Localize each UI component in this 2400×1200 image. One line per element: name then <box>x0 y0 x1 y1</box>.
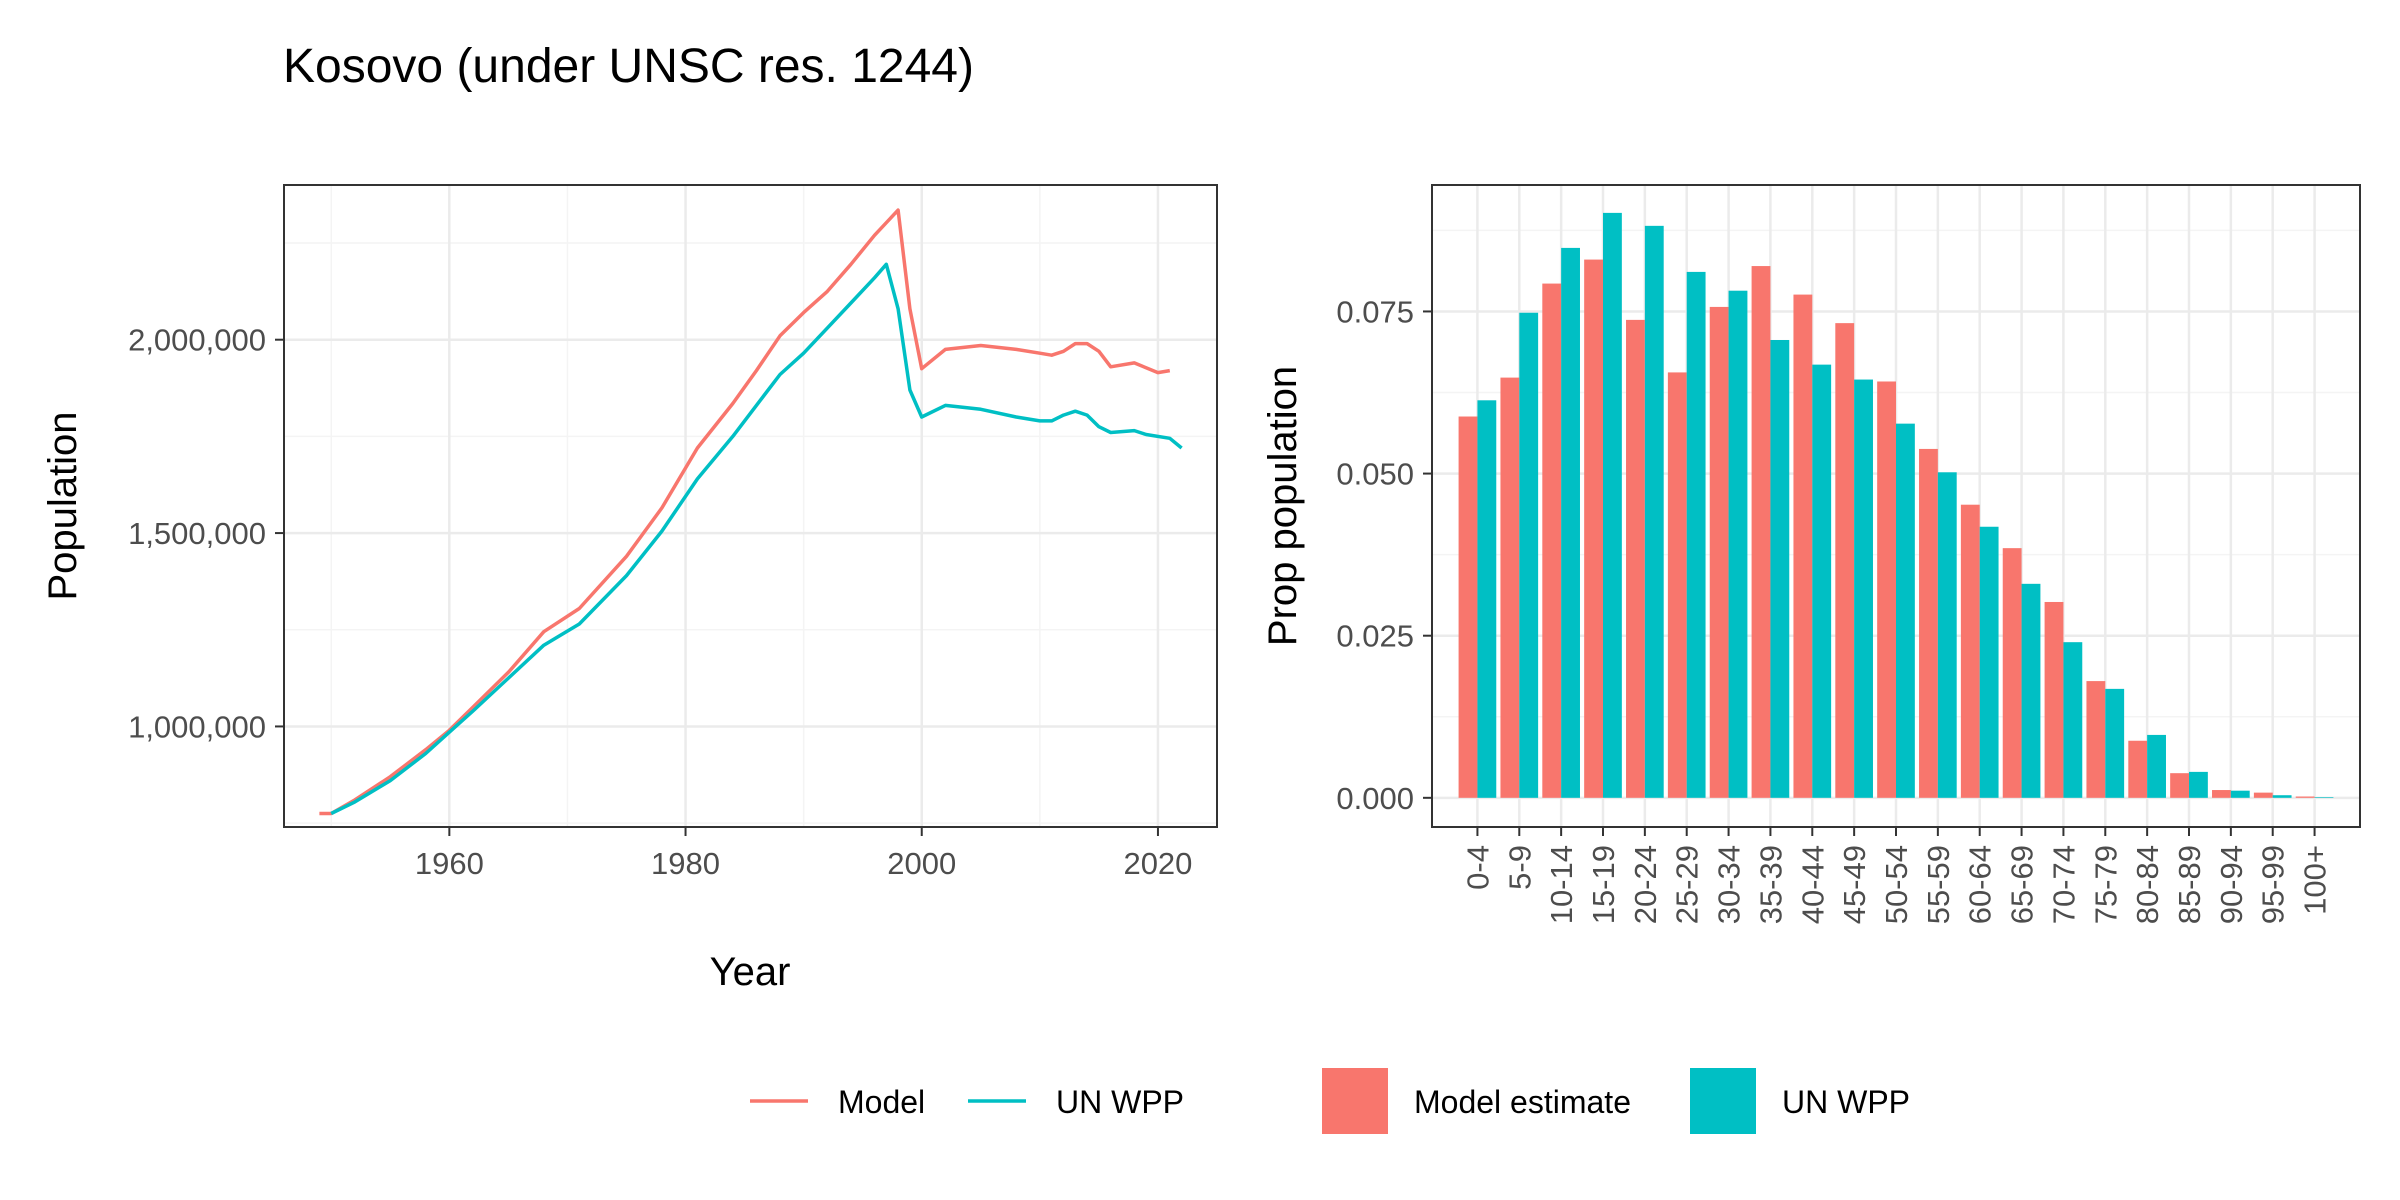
bar-unwpp <box>1603 212 1622 798</box>
bar-model-estimate <box>1919 448 1938 798</box>
bar-category-label: 100+ <box>2298 845 2333 915</box>
bar-panel-axes: 0.000 0.025 0.050 0.075 0-4 5-9 10-14 15-19 20-2… <box>1336 294 2332 924</box>
bar-model-estimate <box>1960 504 1980 798</box>
line-x-tick-label: 1960 <box>415 846 484 881</box>
bar-model-estimate <box>2086 681 2106 798</box>
bar-unwpp <box>1686 271 1706 798</box>
bar-y-tick-label: 0.000 <box>1336 781 1414 816</box>
bar-category-label: 70-74 <box>2046 845 2081 924</box>
bar-model-estimate <box>2295 796 2315 798</box>
line-x-tick-label: 2000 <box>887 846 956 881</box>
bar-model-estimate <box>1793 294 1813 798</box>
bar-model-estimate <box>1542 283 1562 798</box>
bar-category-label: 65-69 <box>2005 845 2040 924</box>
bar-model-estimate <box>1667 372 1687 798</box>
bar-category-label: 0-4 <box>1460 845 1495 890</box>
unwpp-line <box>330 262 1183 816</box>
bar-unwpp <box>2147 734 2166 798</box>
bar-category-label: 95-99 <box>2256 845 2291 924</box>
line-panel-background <box>284 185 1217 827</box>
model-line <box>319 208 1171 816</box>
bar-category-label: 60-64 <box>1963 845 1998 924</box>
legend-key-model-estimate <box>1322 1068 1388 1134</box>
bar-y-axis-title: Prop population <box>1261 366 1305 646</box>
bar-model-estimate <box>2212 790 2231 798</box>
bar-unwpp <box>2314 797 2334 798</box>
bar-unwpp <box>1519 312 1539 798</box>
bar-category-label: 15-19 <box>1586 845 1621 924</box>
bar-y-tick-label: 0.025 <box>1336 619 1414 654</box>
bar-category-label: 35-39 <box>1753 845 1788 924</box>
bar-category-label: 45-49 <box>1837 845 1872 924</box>
bar-unwpp <box>1770 339 1790 798</box>
line-panel-axes: 1960 1980 2000 2020 1,000,000 1,500,000 2,000,… <box>128 323 1192 881</box>
line-x-tick-label: 1980 <box>651 846 720 881</box>
bar-category-label: 55-59 <box>1921 845 1956 924</box>
bar-category-label: 5-9 <box>1502 845 1537 890</box>
bar-unwpp <box>2021 583 2041 798</box>
bar-unwpp <box>1854 379 1873 798</box>
legend-label-model-estimate: Model estimate <box>1414 1084 1631 1120</box>
line-panel-border <box>283 184 1218 828</box>
bar-category-label: 10-14 <box>1544 845 1579 924</box>
population-line-panel: 1960 1980 2000 2020 1,000,000 1,500,000 2,000,… <box>41 184 1218 994</box>
bar-panel-bars <box>1458 212 2334 798</box>
bar-model-estimate <box>2044 601 2064 798</box>
bar-model-estimate <box>2002 548 2022 798</box>
line-x-tick-label: 2020 <box>1123 846 1192 881</box>
bar-model-estimate <box>1877 381 1896 798</box>
bar-category-label: 30-34 <box>1712 845 1747 924</box>
legend-key-unwpp-bar <box>1690 1068 1756 1134</box>
age-distribution-bar-panel: 0.000 0.025 0.050 0.075 0-4 5-9 10-14 15-19 20-2… <box>1261 184 2361 924</box>
legend-label-unwpp-line: UN WPP <box>1056 1084 1184 1120</box>
bar-model-estimate <box>1584 259 1603 798</box>
bar-model-estimate <box>1835 323 1855 798</box>
bar-unwpp <box>1979 526 1999 798</box>
bar-category-label: 40-44 <box>1795 845 1830 924</box>
bar-unwpp <box>1477 400 1497 798</box>
bar-unwpp <box>2105 688 2125 798</box>
bar-model-estimate <box>1751 266 1771 798</box>
bar-category-label: 85-89 <box>2172 845 2207 924</box>
bar-unwpp <box>2272 795 2292 798</box>
bar-unwpp <box>2230 790 2250 798</box>
bar-category-label: 90-94 <box>2214 845 2249 924</box>
bar-model-estimate <box>1709 306 1729 798</box>
bar-legend: Model estimate UN WPP <box>1322 1068 1910 1134</box>
bar-unwpp <box>2063 642 2083 798</box>
bar-unwpp <box>1728 290 1748 798</box>
bar-model-estimate <box>1626 319 1645 798</box>
bar-unwpp <box>1812 364 1832 798</box>
bar-category-label: 20-24 <box>1628 845 1663 924</box>
bar-category-label: 50-54 <box>1879 845 1914 924</box>
bar-unwpp <box>1561 247 1580 798</box>
bar-model-estimate <box>1500 377 1520 798</box>
legend-label-unwpp-bar: UN WPP <box>1782 1084 1910 1120</box>
bar-category-label: 75-79 <box>2088 845 2123 924</box>
line-x-axis-title: Year <box>710 950 791 994</box>
bar-unwpp <box>1644 225 1664 798</box>
line-y-tick-label: 2,000,000 <box>128 323 266 358</box>
line-panel-grid <box>284 185 1217 827</box>
chart-title: Kosovo (under UNSC res. 1244) <box>283 40 974 93</box>
bar-unwpp <box>2189 771 2208 798</box>
bar-y-tick-label: 0.075 <box>1336 294 1414 329</box>
bar-category-label: 80-84 <box>2130 845 2165 924</box>
bar-model-estimate <box>1458 416 1478 798</box>
legend-label-model: Model <box>838 1084 925 1120</box>
bar-model-estimate <box>2170 773 2189 798</box>
bar-unwpp <box>1896 423 1915 798</box>
bar-category-label: 25-29 <box>1670 845 1705 924</box>
bar-model-estimate <box>2253 792 2273 798</box>
bar-model-estimate <box>2128 740 2148 798</box>
line-y-tick-label: 1,000,000 <box>128 709 266 744</box>
bar-y-tick-label: 0.050 <box>1336 457 1414 492</box>
line-y-tick-label: 1,500,000 <box>128 516 266 551</box>
line-panel-series <box>319 208 1183 816</box>
line-legend: Model UN WPP <box>750 1084 1184 1120</box>
line-y-axis-title: Population <box>41 411 85 600</box>
bar-unwpp <box>1937 472 1957 798</box>
